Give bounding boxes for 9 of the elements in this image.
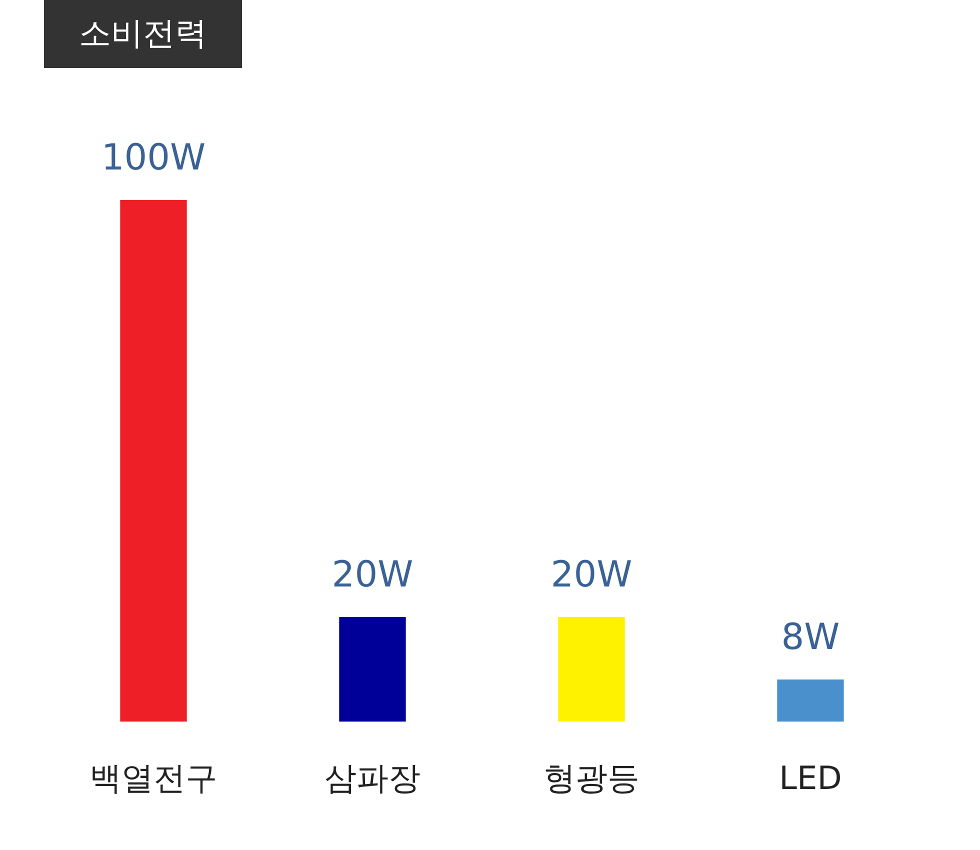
x-tick-label: 형광등 xyxy=(544,759,640,798)
data-label: 20W xyxy=(550,554,632,596)
x-tick-label: LED xyxy=(779,759,842,798)
x-tick-label: 백열전구 xyxy=(90,759,218,798)
data-label: 20W xyxy=(332,554,414,596)
chart-title: 소비전력 xyxy=(44,0,242,68)
data-label: 100W xyxy=(101,137,206,178)
x-tick-label: 삼파장 xyxy=(324,759,420,798)
data-label: 8W xyxy=(781,617,840,658)
